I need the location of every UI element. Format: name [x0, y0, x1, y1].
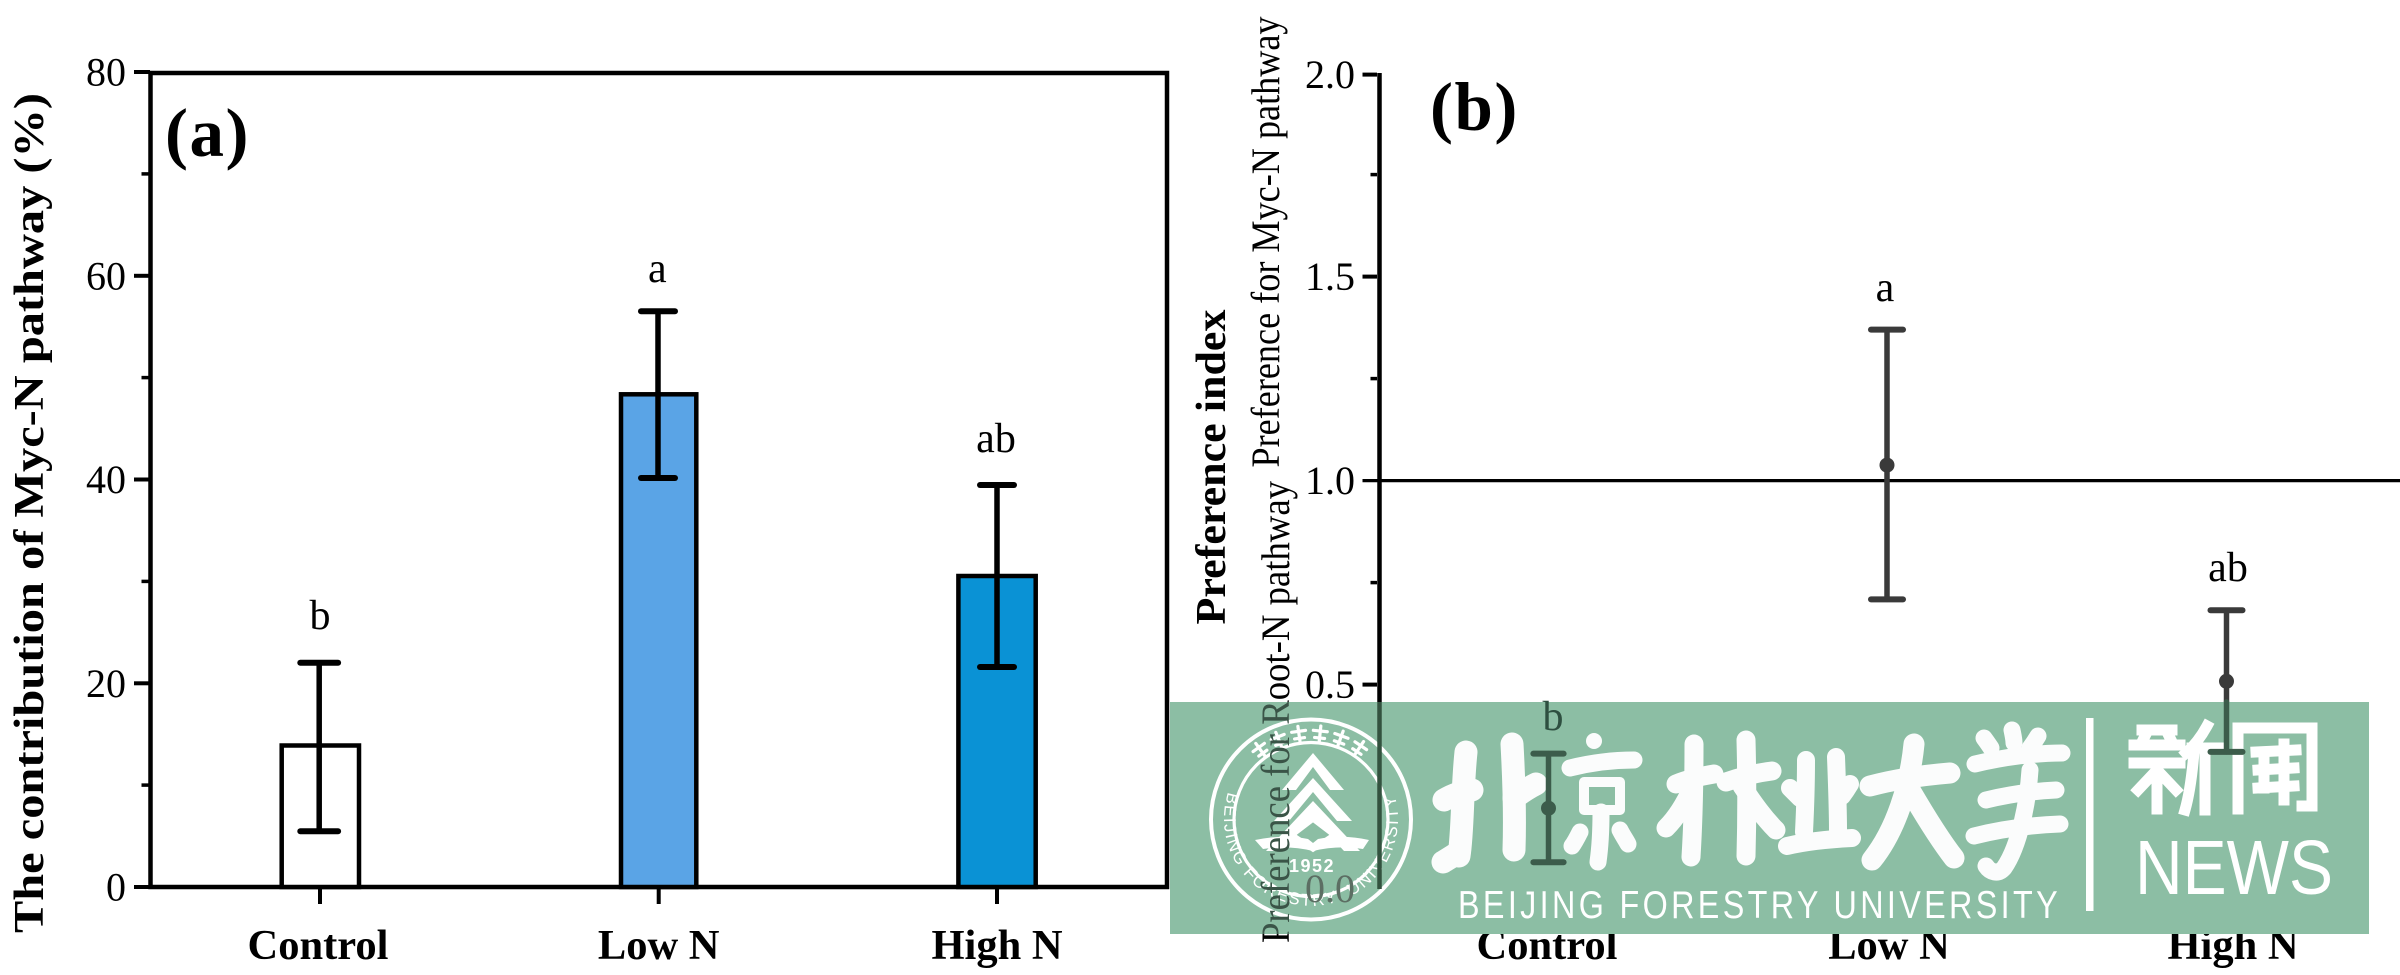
svg-text:b: b: [310, 593, 331, 639]
svg-text:Preference for Root-N pathway: Preference for Root-N pathway: [1253, 481, 1298, 943]
svg-text:ab: ab: [976, 416, 1016, 462]
svg-text:The contribution of Myc-N path: The contribution of Myc-N pathway (%): [7, 93, 53, 933]
svg-text:2.0: 2.0: [1305, 52, 1355, 97]
svg-text:b: b: [1543, 694, 1564, 740]
svg-text:0: 0: [106, 865, 126, 910]
svg-text:Preference for Myc-N pathway: Preference for Myc-N pathway: [1243, 17, 1288, 468]
svg-text:High N: High N: [931, 922, 1062, 969]
svg-text:(b): (b): [1430, 69, 1519, 145]
svg-text:60: 60: [86, 253, 126, 298]
svg-text:NEWS: NEWS: [2135, 825, 2333, 911]
svg-text:80: 80: [86, 50, 126, 95]
svg-text:(a): (a): [165, 95, 250, 171]
svg-text:1952: 1952: [1289, 856, 1335, 876]
svg-text:0.5: 0.5: [1305, 662, 1355, 707]
svg-text:1.0: 1.0: [1305, 458, 1355, 503]
svg-text:Low N: Low N: [598, 922, 720, 969]
svg-text:20: 20: [86, 661, 126, 706]
svg-text:ab: ab: [2208, 545, 2248, 591]
svg-text:a: a: [1876, 265, 1895, 311]
svg-text:40: 40: [86, 457, 126, 502]
svg-text:1.5: 1.5: [1305, 254, 1355, 299]
svg-text:Preference index: Preference index: [1189, 310, 1235, 625]
svg-text:Control: Control: [248, 922, 389, 969]
svg-text:BEIJING FORESTRY UNIVERSITY: BEIJING FORESTRY UNIVERSITY: [1458, 884, 2061, 927]
svg-text:a: a: [648, 246, 667, 292]
svg-text:0.0: 0.0: [1305, 866, 1355, 911]
